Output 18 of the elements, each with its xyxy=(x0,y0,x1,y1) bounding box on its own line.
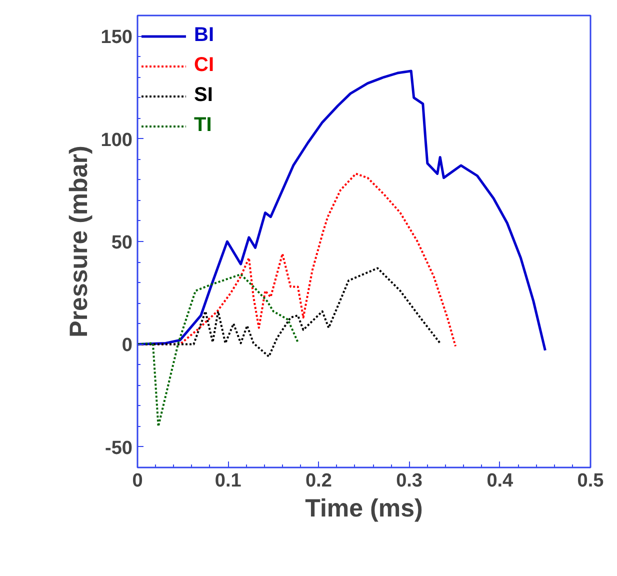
y-tick-label: 0 xyxy=(122,335,133,356)
y-axis-title: Pressure (mbar) xyxy=(64,146,93,338)
y-tick-label: -50 xyxy=(105,438,133,459)
line-series xyxy=(138,273,299,428)
y-tick-label: 150 xyxy=(100,27,132,48)
x-tick-label: 0.3 xyxy=(396,470,423,492)
legend-label: BI xyxy=(194,24,214,47)
legend-label: TI xyxy=(194,114,213,137)
line-series xyxy=(138,70,546,352)
x-tick-label: 0.1 xyxy=(214,470,242,492)
legend-label: SI xyxy=(194,84,214,107)
x-tick-label: 0.4 xyxy=(486,470,514,492)
x-tick-label: 0.2 xyxy=(305,470,332,492)
legend-label: CI xyxy=(194,54,214,77)
y-tick-label: 100 xyxy=(100,130,132,151)
x-axis-title: Time (ms) xyxy=(305,494,423,522)
x-tick-label: 0.5 xyxy=(577,470,604,492)
y-tick-label: 50 xyxy=(111,232,133,254)
